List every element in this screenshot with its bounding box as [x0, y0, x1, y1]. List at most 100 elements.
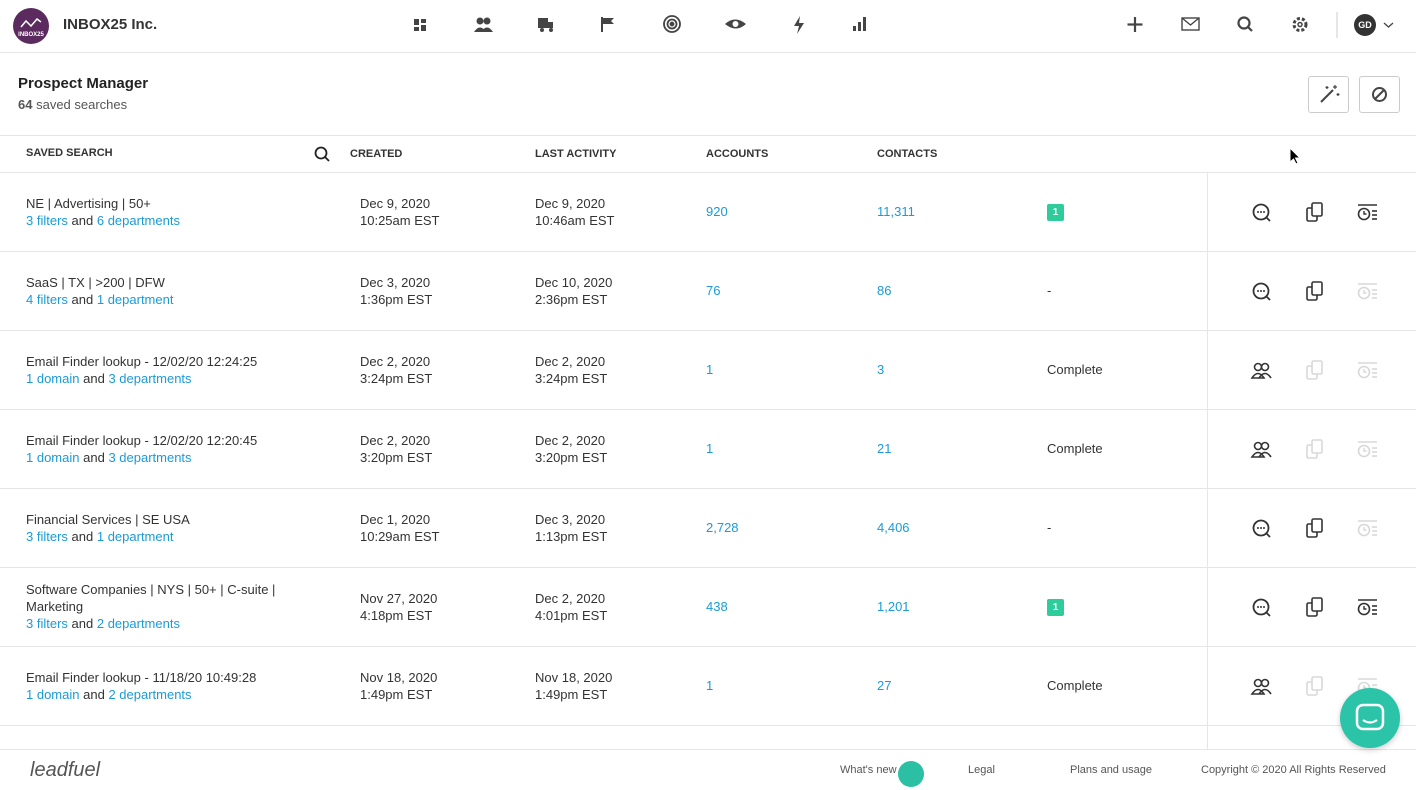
table-row[interactable]: Email Finder lookup - 12/02/20 12:20:45 1…	[0, 410, 1416, 489]
column-header[interactable]: ACCOUNTS	[706, 148, 769, 160]
contacts-count[interactable]: 27	[877, 678, 892, 693]
contacts-count[interactable]: 21	[877, 441, 892, 456]
search-name[interactable]: Email Finder lookup - 12/02/20 12:20:45	[26, 433, 258, 448]
schedule-action[interactable]	[1355, 200, 1379, 224]
people-action[interactable]	[1249, 437, 1273, 461]
criteria-link[interactable]: 2 departments	[96, 616, 180, 631]
search-action[interactable]	[1249, 595, 1273, 619]
accounts-count[interactable]: 1	[706, 441, 714, 456]
people-icon[interactable]	[474, 17, 493, 33]
criteria-link[interactable]: 1 domain	[26, 371, 80, 386]
activity-time: 1:13pm EST	[535, 529, 608, 544]
company-name[interactable]: INBOX25 Inc.	[63, 16, 158, 33]
table-row[interactable]: Email Finder lookup - 11/18/20 10:49:28 1…	[0, 647, 1416, 726]
copy-action[interactable]	[1302, 516, 1326, 540]
accounts-count[interactable]: 2,728	[706, 520, 739, 535]
search-count: 64	[18, 97, 33, 112]
criteria-link[interactable]: 3 departments	[108, 450, 192, 465]
search-action[interactable]	[1249, 200, 1273, 224]
search-count-label: saved searches	[36, 97, 128, 112]
add-icon[interactable]	[1127, 17, 1143, 32]
search-action[interactable]	[1249, 279, 1273, 303]
accounts-count[interactable]: 1	[706, 362, 714, 377]
copy-action[interactable]	[1302, 279, 1326, 303]
search-name[interactable]: Software Companies | NYS | 50+ | C-suite…	[26, 582, 276, 614]
magic-button[interactable]	[1308, 76, 1349, 113]
criteria-link[interactable]: 4 filters	[26, 292, 68, 307]
table-row[interactable]: Financial Services | SE USA 3 filters and…	[0, 489, 1416, 568]
schedule-action[interactable]	[1355, 595, 1379, 619]
column-header[interactable]: CONTACTS	[877, 148, 938, 160]
criteria-link[interactable]: 3 filters	[26, 616, 68, 631]
search-action[interactable]	[1249, 516, 1273, 540]
contacts-count[interactable]: 1,201	[877, 599, 910, 614]
copy-action[interactable]	[1302, 200, 1326, 224]
accounts-count[interactable]: 920	[706, 204, 728, 219]
created-date: Dec 9, 2020	[360, 196, 431, 211]
bolt-icon[interactable]	[794, 16, 804, 34]
accounts-count[interactable]: 438	[706, 599, 728, 614]
created-cell: Dec 1, 2020 10:29am EST	[360, 511, 440, 545]
people-icon	[1250, 362, 1272, 379]
column-header[interactable]: SAVED SEARCH	[26, 147, 113, 159]
target-icon[interactable]	[663, 15, 681, 33]
accounts-count[interactable]: 1	[706, 678, 714, 693]
criteria-link[interactable]: 1 department	[96, 292, 174, 307]
footer-link[interactable]: Legal	[968, 764, 995, 776]
mail-icon[interactable]	[1181, 17, 1200, 31]
table-row[interactable]: Software Companies | NYS | 50+ | C-suite…	[0, 568, 1416, 647]
search-cell: SaaS | TX | >200 | DFW 4 filters and 1 de…	[26, 274, 296, 308]
people-action[interactable]	[1249, 674, 1273, 698]
created-time: 3:20pm EST	[360, 450, 433, 465]
copy-action[interactable]	[1302, 595, 1326, 619]
contacts-count[interactable]: 3	[877, 362, 885, 377]
chat-button[interactable]	[1340, 688, 1400, 748]
criteria-link[interactable]: 1 department	[96, 529, 174, 544]
column-header[interactable]: LAST ACTIVITY	[535, 148, 617, 160]
table-row[interactable]: SaaS | TX | >200 | DFW 4 filters and 1 de…	[0, 252, 1416, 331]
copy-action	[1302, 437, 1326, 461]
column-header[interactable]: CREATED	[350, 148, 403, 160]
search-name[interactable]: Email Finder lookup - 12/02/20 12:24:25	[26, 354, 258, 369]
contacts-count[interactable]: 11,311	[877, 204, 915, 219]
criteria-link[interactable]: 2 departments	[108, 687, 192, 702]
logo[interactable]: INBOX25	[12, 7, 50, 45]
avatar[interactable]	[1354, 14, 1376, 36]
table-row[interactable]: Email Finder lookup - 12/02/20 12:24:25 1…	[0, 331, 1416, 410]
search-name[interactable]: NE | Advertising | 50+	[26, 196, 151, 211]
table-row[interactable]: NE | Advertising | 50+ 3 filters and 6 de…	[0, 173, 1416, 252]
search-name[interactable]: Financial Services | SE USA	[26, 512, 190, 527]
created-time: 1:36pm EST	[360, 292, 433, 307]
schedule-action	[1355, 358, 1379, 382]
people-action[interactable]	[1249, 358, 1273, 382]
criteria-link[interactable]: 1 domain	[26, 687, 80, 702]
activity-time: 4:01pm EST	[535, 608, 608, 623]
criteria-joiner: and	[83, 687, 105, 702]
avatar-chevron[interactable]	[1383, 22, 1394, 28]
eye-icon[interactable]	[725, 19, 746, 29]
search-icon	[1252, 203, 1271, 222]
criteria-link[interactable]: 1 domain	[26, 450, 80, 465]
accounts-count[interactable]: 76	[706, 283, 721, 298]
block-button[interactable]	[1359, 76, 1400, 113]
contacts-count[interactable]: 4,406	[877, 520, 910, 535]
criteria-link[interactable]: 3 filters	[26, 213, 68, 228]
contacts-count[interactable]: 86	[877, 283, 892, 298]
search-name[interactable]: Email Finder lookup - 11/18/20 10:49:28	[26, 670, 257, 685]
search-icon[interactable]	[1237, 16, 1253, 32]
search-criteria: 3 filters and 1 department	[26, 528, 296, 545]
search-column-icon[interactable]	[313, 145, 331, 163]
footer: leadfuel What's new Legal Plans and usag…	[0, 749, 1416, 790]
footer-link[interactable]: What's new	[840, 764, 897, 776]
search-cell: Financial Services | SE USA 3 filters and…	[26, 511, 296, 545]
settings-icon[interactable]	[1292, 17, 1308, 32]
chart-icon[interactable]	[853, 17, 866, 31]
dashboard-icon[interactable]	[414, 19, 426, 31]
criteria-link[interactable]: 3 departments	[108, 371, 192, 386]
criteria-link[interactable]: 6 departments	[96, 213, 180, 228]
flag-icon[interactable]	[601, 17, 614, 32]
truck-icon[interactable]	[538, 18, 553, 32]
footer-link[interactable]: Plans and usage	[1070, 764, 1152, 776]
criteria-link[interactable]: 3 filters	[26, 529, 68, 544]
search-name[interactable]: SaaS | TX | >200 | DFW	[26, 275, 165, 290]
